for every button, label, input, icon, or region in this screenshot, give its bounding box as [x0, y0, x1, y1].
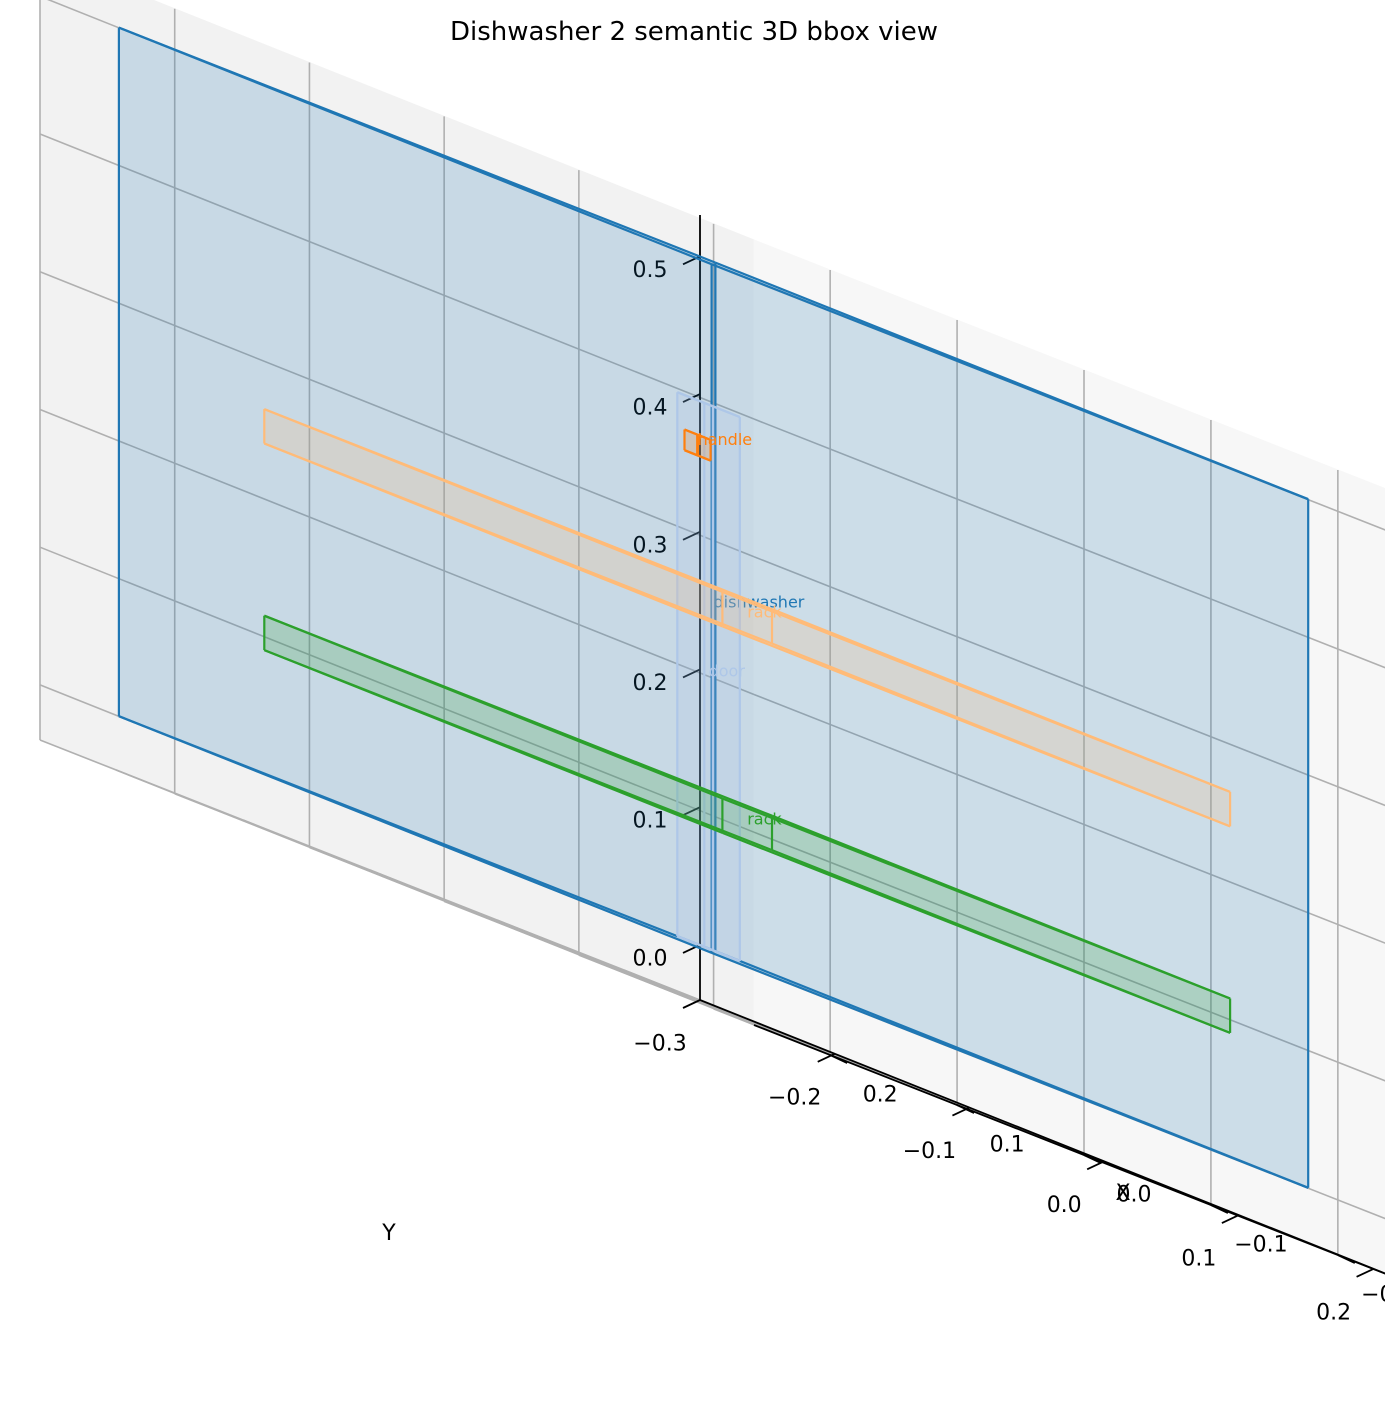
grid-z-left-wall — [39, 133, 755, 420]
bbox-face — [684, 429, 698, 456]
y-tick-mark — [817, 1052, 836, 1063]
bbox-face — [715, 262, 1309, 1188]
z-tick-mark — [682, 806, 701, 817]
y-tick-mark — [682, 999, 701, 1009]
bbox-door: door — [676, 391, 746, 963]
bbox-face — [697, 434, 711, 461]
grid-z-left-wall — [39, 408, 755, 696]
chart-title: Dishwasher 2 semantic 3D bbox view — [450, 17, 938, 47]
bbox-edge — [118, 26, 713, 266]
bbox-dishwasher: dishwasher — [117, 26, 1310, 1189]
bbox-edge — [771, 608, 1231, 793]
bbox-face — [118, 27, 716, 952]
bbox-face — [118, 27, 712, 953]
bbox-edge — [771, 814, 1231, 1000]
bbox-edge — [676, 935, 705, 949]
bbox-label: rack — [747, 603, 782, 622]
z-tick-label: 0.5 — [633, 258, 668, 283]
x-tick-mark — [1083, 1154, 1102, 1164]
grid-z-right-wall — [753, 556, 1385, 807]
bbox-label: door — [709, 662, 746, 681]
bbox-edge — [771, 642, 1231, 828]
x-tick-mark — [1210, 1204, 1229, 1214]
bbox-face — [264, 615, 772, 851]
bbox-rack: rack — [263, 614, 1232, 1034]
bbox-edge — [684, 428, 699, 436]
bbox-label: handle — [698, 430, 753, 449]
y-tick-label: −0.2 — [768, 1085, 821, 1110]
y-tick-mark — [1086, 1160, 1105, 1171]
bbox-label: rack — [747, 809, 782, 828]
bbox-handle: handle — [683, 428, 753, 462]
bbox-edge — [714, 950, 1309, 1189]
x-tick-label: −0.2 — [1361, 1283, 1385, 1308]
bbox-edge — [263, 649, 723, 834]
z-tick-label: 0.1 — [633, 809, 668, 834]
y-tick-label: 0.0 — [1047, 1193, 1082, 1218]
grid-z-right-wall — [753, 693, 1385, 944]
bbox-edge — [696, 454, 712, 462]
bbox-face — [264, 409, 772, 644]
bbox-face — [772, 609, 1231, 827]
x-axis-label: X — [1115, 1181, 1130, 1206]
z-tick-label: 0.3 — [633, 533, 668, 558]
bbox-face — [712, 406, 740, 961]
z-tick-label: 0.4 — [633, 396, 668, 421]
z-tick-mark — [682, 530, 701, 541]
y-axis-label: Y — [381, 1221, 396, 1246]
bbox-edge — [676, 391, 705, 405]
bbox-edge — [118, 715, 713, 954]
grid-z-right-wall — [753, 418, 1385, 669]
x-tick-label: 0.1 — [990, 1133, 1025, 1158]
y-tick-mark — [1356, 1268, 1374, 1278]
bbox-face — [697, 434, 711, 461]
bbox-edge — [771, 849, 1231, 1034]
grid-z-right-wall — [753, 831, 1385, 1082]
bbox-edge — [714, 261, 1309, 501]
grid-z-left-wall — [39, 546, 755, 833]
x-tick-label: −0.1 — [1234, 1233, 1287, 1258]
bbox-edge — [712, 405, 741, 419]
x-tick-label: 0.2 — [863, 1083, 898, 1108]
bbox-face — [722, 591, 1231, 827]
y-tick-label: −0.1 — [903, 1139, 956, 1164]
z-tick-label: 0.2 — [633, 671, 668, 696]
y-tick-label: 0.1 — [1181, 1247, 1216, 1272]
bbox-face — [264, 615, 723, 833]
bbox-face — [677, 392, 705, 947]
bbox-face — [684, 429, 698, 456]
y-tick-mark — [952, 1106, 970, 1117]
bbox-rack: rack — [263, 408, 1232, 828]
bbox-face — [772, 815, 1231, 1033]
bbox-face — [722, 798, 1231, 1033]
bbox-face — [264, 409, 723, 627]
grid-z-left-wall — [39, 271, 755, 558]
bbox-edge — [263, 408, 723, 593]
bbox-face — [711, 264, 1309, 1188]
bbox-edge — [263, 442, 723, 628]
z-tick-mark — [682, 668, 701, 679]
y-tick-label: −0.3 — [633, 1032, 686, 1057]
x-tick-label: 0.0 — [1117, 1183, 1152, 1208]
y-axis-line — [699, 999, 1385, 1275]
y-tick-mark — [1221, 1214, 1240, 1224]
x-tick-mark — [1337, 1254, 1356, 1264]
bbox-edge — [712, 949, 741, 963]
z-tick-label: 0.0 — [633, 946, 668, 971]
bbox-edge — [263, 614, 723, 800]
bbox-edge — [684, 449, 699, 457]
y-tick-label: 0.2 — [1316, 1300, 1351, 1325]
x-tick-mark — [829, 1054, 848, 1064]
bbox-edge — [696, 433, 712, 441]
